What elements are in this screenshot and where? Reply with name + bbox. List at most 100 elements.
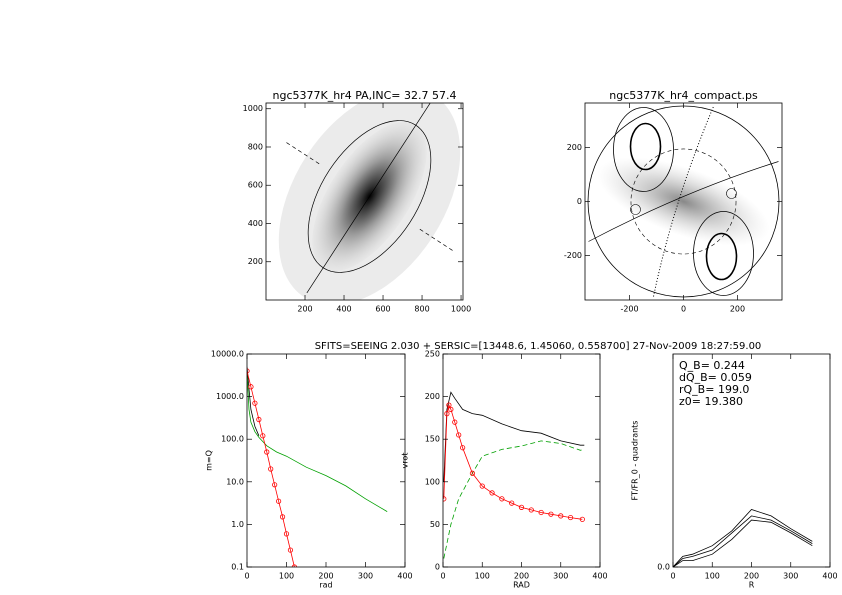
plot-area (247, 366, 388, 567)
series-marker (248, 384, 254, 390)
series-marker (489, 490, 495, 496)
series-marker (268, 466, 274, 472)
series-marker (509, 500, 515, 506)
series-line (673, 519, 813, 567)
series-line (247, 370, 388, 512)
y-tick-label: 200 (567, 143, 582, 152)
series-marker (283, 531, 290, 537)
x-tick-label: 200 (297, 305, 312, 314)
series-marker (499, 496, 505, 502)
x-tick-label: 800 (414, 305, 429, 314)
series-line (247, 366, 260, 436)
series-marker (443, 496, 447, 502)
y-tick-label: -200 (564, 251, 582, 260)
series-marker (279, 514, 286, 520)
x-tick-label: 200 (744, 572, 759, 581)
plot-area (443, 391, 585, 559)
marker-circle (630, 204, 641, 215)
plot-area (673, 509, 813, 567)
y-tick-label: 200 (425, 392, 440, 401)
annotation: z0= 19.380 (679, 395, 743, 408)
y-tick-label: 150 (425, 435, 440, 444)
x-tick-label: 0 (681, 305, 686, 314)
series-line (673, 515, 813, 567)
contour (588, 161, 779, 242)
y-tick-label: 100 (425, 477, 440, 486)
frame (265, 102, 464, 301)
chart-title: ngc5377K_hr4_compact.ps (609, 89, 758, 102)
series-marker (456, 432, 462, 438)
series-marker (452, 419, 458, 425)
series-marker (287, 547, 294, 553)
x-tick-label: 600 (375, 305, 390, 314)
dashed-circle (630, 148, 737, 255)
series-line (443, 440, 585, 559)
x-axis-label: rad (319, 581, 332, 590)
series-marker (256, 416, 262, 423)
y-tick-label: 50 (430, 520, 440, 529)
series-marker (444, 411, 450, 417)
deprojected-disk (597, 157, 770, 246)
frame (246, 353, 406, 568)
x-tick-label: 100 (705, 572, 720, 581)
panel: 0 100 200 300 400 0.0 R FT/FR_0 - quadrants Q_B=… (631, 353, 838, 590)
panel: -200 0 200 -200 0 200 ngc5377K_hr4_compact.ps (564, 89, 783, 314)
y-tick-label: 10.0 (226, 477, 244, 486)
y-tick-label: 200 (248, 257, 263, 266)
y-tick-label: 600 (248, 181, 263, 190)
x-tick-label: 100 (475, 572, 490, 581)
galaxy-image (278, 103, 461, 300)
y-tick-label: 400 (248, 219, 263, 228)
pa-line (306, 103, 433, 294)
series-marker (260, 433, 266, 439)
series-marker (264, 449, 270, 455)
y-tick-label: 0.1 (231, 563, 244, 572)
series-marker (275, 498, 282, 504)
panel: 200 400 600 800 1000 200 400 600 800 1000 ngc5377K… (243, 89, 472, 314)
series-marker (579, 516, 585, 522)
x-tick-label: 300 (783, 572, 798, 581)
series-marker (558, 513, 564, 519)
x-tick-label: 400 (336, 305, 351, 314)
x-tick-label: -200 (620, 305, 638, 314)
series-line (443, 391, 585, 482)
y-axis-label: m=Q (205, 450, 214, 471)
x-tick-label: 200 (514, 572, 529, 581)
y-tick-label: 0 (577, 197, 582, 206)
y-tick-label: 1.0 (231, 520, 244, 529)
series-marker (518, 504, 525, 510)
series-marker (567, 514, 574, 521)
panel: 0 100 200 300 400 0.1 1.0 10.0 100.0 1000.0 10000.… (205, 350, 413, 590)
y-tick-label: 1000.0 (216, 392, 244, 401)
x-axis-label: R (749, 581, 755, 590)
x-tick-label: 400 (397, 572, 412, 581)
x-tick-label: 200 (318, 572, 333, 581)
series-line (247, 370, 295, 567)
marker-circle (726, 188, 737, 199)
x-tick-label: 1000 (451, 305, 471, 314)
series-marker (469, 470, 476, 476)
x-tick-label: 100 (279, 572, 294, 581)
contour (653, 106, 714, 297)
series-marker (479, 483, 485, 489)
series-marker (538, 509, 544, 516)
series-marker (460, 445, 466, 451)
plot-area (587, 105, 780, 298)
series-line (443, 403, 583, 520)
series-marker (446, 402, 452, 408)
x-tick-label: 300 (553, 572, 568, 581)
figure-title: SFITS=SEEING 2.030 + SERSIC=[13448.6, 1.… (315, 341, 762, 352)
x-tick-label: 200 (730, 305, 745, 314)
x-tick-label: 0 (440, 572, 445, 581)
contour (705, 232, 738, 281)
y-tick-label: 0 (435, 563, 440, 572)
frame (442, 353, 601, 568)
contour-image (587, 105, 780, 298)
x-tick-label: 0 (670, 572, 675, 581)
series-marker (252, 400, 258, 406)
contour (693, 211, 754, 296)
x-tick-label: 400 (822, 572, 837, 581)
series-line (673, 509, 813, 567)
